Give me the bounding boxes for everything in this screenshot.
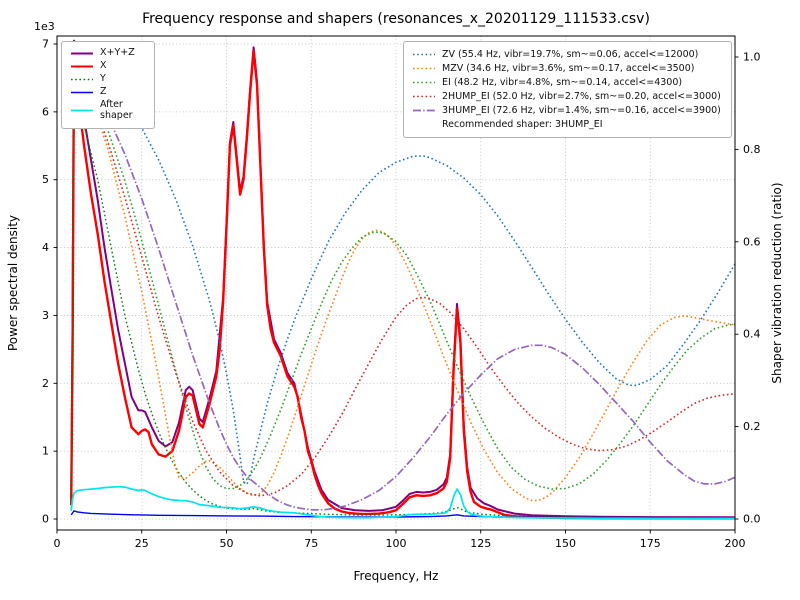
- legend-item-2hump-ei: 2HUMP_EI (52.0 Hz, vibr=2.7%, sm~=0.20, …: [412, 91, 723, 102]
- legend-item-mzv: MZV (34.6 Hz, vibr=3.6%, sm~=0.17, accel…: [412, 63, 723, 74]
- y-left-axis-label: Power spectral density: [6, 215, 20, 351]
- y-right-tick-label: 0.6: [743, 235, 761, 248]
- y-right-tick-label: 1.0: [743, 51, 761, 64]
- y-right-tick-label: 0.2: [743, 420, 761, 433]
- legend-label-mzv: MZV (34.6 Hz, vibr=3.6%, sm~=0.17, accel…: [442, 63, 695, 74]
- x-tick-label: 125: [470, 537, 491, 550]
- y-left-tick-label: 2: [42, 377, 49, 390]
- y-right-tick-label: 0.8: [743, 143, 761, 156]
- legend-label-zv: ZV (55.4 Hz, vibr=19.7%, sm~=0.06, accel…: [442, 49, 699, 60]
- 2hump-ei-line-sample: [412, 92, 436, 101]
- x-tick-label: 50: [220, 537, 234, 550]
- mzv-curve: [71, 66, 736, 502]
- legend-item-z: Z: [70, 85, 146, 98]
- x-tick-label: 100: [386, 537, 407, 550]
- legend-item-y: Y: [70, 72, 146, 85]
- legend-item-recommended-shaper: Recommended shaper: 3HUMP_EI: [412, 119, 723, 130]
- legend-item-after-shaper: After shaper: [70, 98, 146, 122]
- legend-item-zv: ZV (55.4 Hz, vibr=19.7%, sm~=0.06, accel…: [412, 49, 723, 60]
- legend-label-z: Z: [100, 85, 107, 97]
- legend-item-x: X: [70, 59, 146, 72]
- legend-item-ei: EI (48.2 Hz, vibr=4.8%, sm~=0.14, accel<…: [412, 77, 723, 88]
- y-line-sample: [70, 75, 94, 84]
- legend-label-recommended-shaper: Recommended shaper: 3HUMP_EI: [442, 119, 603, 130]
- 3hump-ei-curve: [71, 63, 736, 511]
- y-left-offset-label: 1e3: [34, 20, 55, 33]
- recommended-shaper-spacer: [412, 120, 436, 129]
- ei-curve: [71, 64, 736, 490]
- y-right-tick-label: 0.0: [743, 513, 761, 526]
- x-tick-label: 175: [640, 537, 661, 550]
- legend-psd: X+Y+Z X Y Z After shaper: [61, 41, 155, 129]
- x-tick-label: 0: [54, 537, 61, 550]
- y-left-tick-label: 0: [42, 513, 49, 526]
- chart-title: Frequency response and shapers (resonanc…: [142, 11, 650, 27]
- x-tick-label: 25: [135, 537, 149, 550]
- ei-line-sample: [412, 78, 436, 87]
- 3hump-ei-line-sample: [412, 106, 436, 115]
- x-axis-label: Frequency, Hz: [354, 569, 439, 583]
- legend-item-3hump-ei: 3HUMP_EI (72.6 Hz, vibr=1.4%, sm~=0.16, …: [412, 105, 723, 116]
- x-tick-label: 75: [304, 537, 318, 550]
- x-tick-label: 200: [725, 537, 746, 550]
- y-left-tick-label: 7: [42, 38, 49, 51]
- y-left-tick-label: 6: [42, 105, 49, 118]
- legend-label-ei: EI (48.2 Hz, vibr=4.8%, sm~=0.14, accel<…: [442, 77, 683, 88]
- legend-label-x-y-z: X+Y+Z: [100, 47, 135, 58]
- series-layer: [70, 39, 736, 520]
- zv-line-sample: [412, 50, 436, 59]
- zv-curve: [72, 58, 736, 486]
- axes-layer: 0 25 50 75 100 125 150 175 200 0 1 2 3 4 5 6 7 0.0 0.2 0.4 0…: [42, 35, 761, 550]
- legend-label-after-shaper: After shaper: [100, 98, 133, 121]
- legend-label-y: Y: [100, 72, 106, 84]
- y-left-tick-label: 1: [42, 445, 49, 458]
- y-left-tick-label: 5: [42, 173, 49, 186]
- y-left-tick-label: 3: [42, 309, 49, 322]
- z-line-sample: [70, 88, 94, 97]
- legend-shapers: ZV (55.4 Hz, vibr=19.7%, sm~=0.06, accel…: [403, 41, 732, 138]
- y-right-axis-label: Shaper vibration reduction (ratio): [770, 182, 784, 383]
- x-y-z-line-sample: [70, 49, 94, 58]
- 2hump-ei-curve: [71, 67, 736, 497]
- x-curve: [70, 49, 735, 520]
- legend-label-3hump-ei: 3HUMP_EI (72.6 Hz, vibr=1.4%, sm~=0.16, …: [442, 105, 721, 116]
- y-left-tick-label: 4: [42, 241, 49, 254]
- legend-item-x-y-z: X+Y+Z: [70, 47, 146, 59]
- legend-label-x: X: [100, 59, 107, 71]
- x-tick-label: 150: [555, 537, 576, 550]
- y-right-tick-label: 0.4: [743, 328, 761, 341]
- x-line-sample: [70, 62, 94, 71]
- mzv-line-sample: [412, 64, 436, 73]
- after-shaper-line-sample: [70, 106, 94, 115]
- legend-label-2hump-ei: 2HUMP_EI (52.0 Hz, vibr=2.7%, sm~=0.20, …: [442, 91, 721, 102]
- after-shaper-curve: [70, 485, 735, 520]
